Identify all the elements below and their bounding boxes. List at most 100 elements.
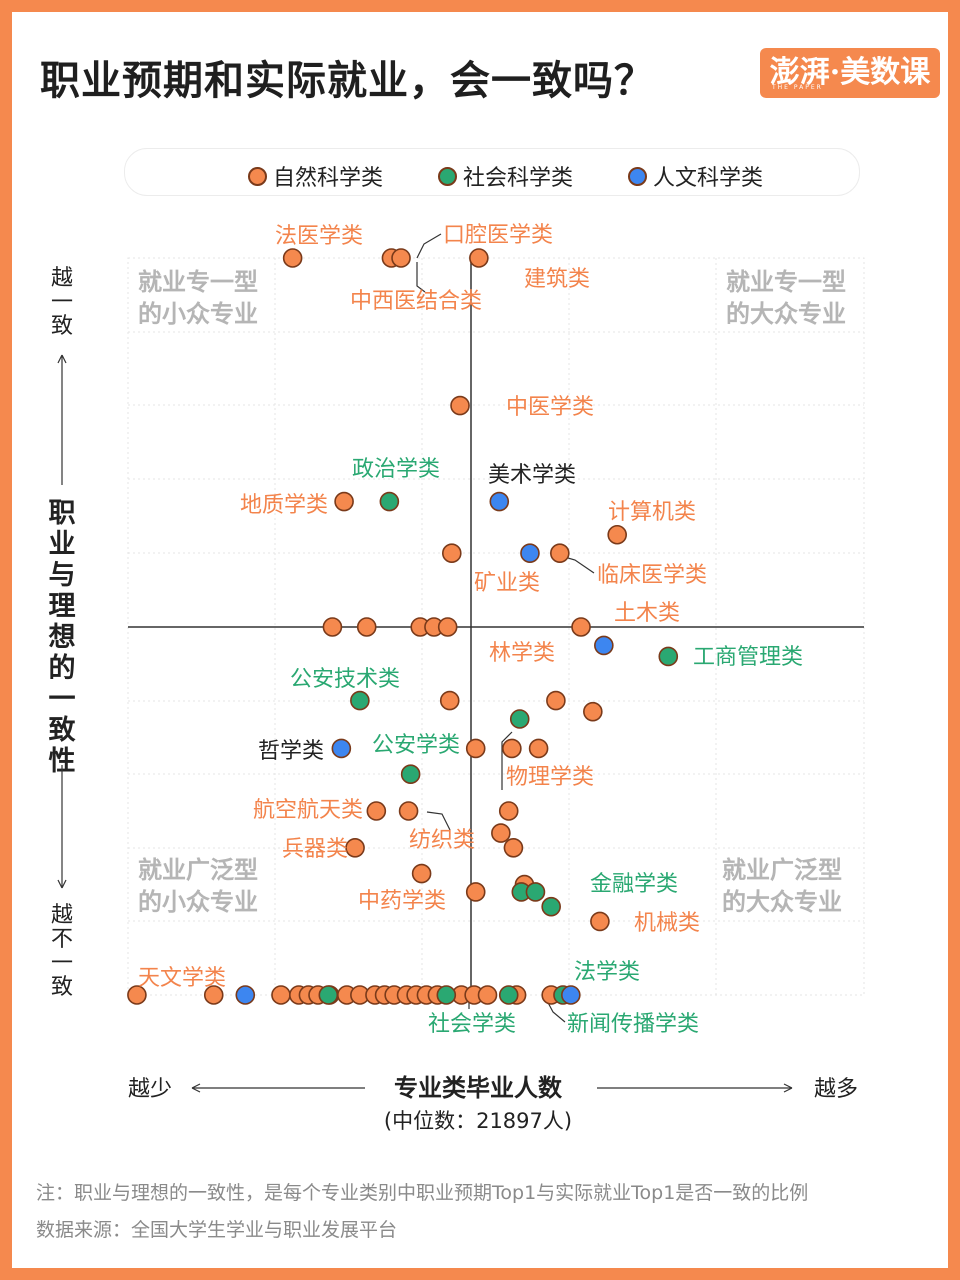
- y-axis-char: 致: [49, 714, 76, 746]
- data-point: [400, 764, 421, 785]
- arrow-up-icon: [57, 354, 67, 364]
- data-label: 航空航天类: [253, 798, 363, 823]
- data-label: 兵器类: [282, 837, 348, 862]
- data-point: [509, 709, 530, 729]
- data-label: 哲学类: [258, 739, 324, 764]
- arrow-right-icon: [783, 1083, 793, 1093]
- data-label: 林学类: [489, 641, 555, 666]
- quadrant-bottom-right-line1: 就业广泛型: [722, 856, 842, 884]
- data-point: [469, 248, 489, 268]
- data-point: [356, 617, 377, 637]
- data-point: [441, 543, 462, 564]
- data-label: 土木类: [614, 601, 680, 626]
- data-label: 物理学类: [506, 765, 594, 790]
- data-point: [345, 837, 365, 858]
- legend-item-social: 社会科学类: [438, 160, 573, 192]
- data-point: [498, 985, 519, 1005]
- data-point: [525, 882, 546, 902]
- quadrant-top-right-line2: 的大众专业: [726, 300, 846, 328]
- leader-line: [416, 233, 442, 259]
- brand-logo: 澎湃·美数课 THE PAPER: [760, 48, 940, 98]
- data-label: 政治学类: [352, 457, 440, 482]
- data-label: 临床医学类: [597, 563, 707, 588]
- data-point: [541, 896, 561, 917]
- x-axis-subtitle: (中位数：21897人): [384, 1109, 572, 1133]
- data-label: 美术学类: [488, 463, 576, 488]
- data-point: [379, 491, 400, 512]
- quadrant-top-left-line1: 就业专一型: [138, 268, 258, 296]
- quadrant-top-right-line1: 就业专一型: [726, 268, 846, 296]
- quadrant-bottom-left-line2: 的小众专业: [138, 888, 258, 916]
- leader-line: [426, 811, 451, 831]
- data-point: [334, 491, 354, 512]
- data-point: [491, 823, 511, 843]
- y-axis-char: 致: [51, 975, 73, 1000]
- data-point: [366, 801, 387, 821]
- logo-subtext: THE PAPER: [772, 84, 823, 91]
- data-point: [465, 738, 486, 759]
- data-point: [322, 617, 343, 637]
- data-point: [437, 617, 458, 637]
- data-label: 中西医结合类: [350, 289, 482, 314]
- data-point: [235, 985, 256, 1005]
- legend-label: 人文科学类: [653, 166, 764, 191]
- legend-dot-icon: [628, 167, 647, 186]
- quadrant-bottom-right-line2: 的大众专业: [722, 888, 842, 916]
- data-point: [331, 738, 352, 759]
- data-label: 纺织类: [409, 828, 475, 853]
- data-point: [594, 635, 614, 656]
- data-points: [127, 248, 679, 1005]
- y-axis-char: 越: [51, 266, 73, 291]
- quadrant-labels: 就业专一型 的小众专业 就业专一型 的大众专业 就业广泛型 的小众专业 就业广泛…: [138, 268, 846, 916]
- data-label: 矿业类: [474, 571, 540, 596]
- chart-axes: [128, 258, 864, 995]
- legend-label: 社会科学类: [463, 166, 574, 191]
- data-point: [528, 738, 549, 759]
- leader-line: [416, 262, 426, 293]
- y-axis-char: 理: [49, 591, 76, 622]
- chart-card: [12, 12, 948, 1268]
- y-axis-char: 想: [49, 622, 76, 653]
- data-label: 计算机类: [608, 500, 696, 525]
- data-label: 法学类: [574, 960, 640, 985]
- data-point: [450, 395, 470, 416]
- legend-item-natural: 自然科学类: [248, 160, 383, 192]
- data-point: [498, 801, 519, 821]
- data-point: [590, 911, 610, 932]
- x-axis-left-label: 越少: [128, 1077, 172, 1102]
- data-label: 工商管理类: [693, 645, 803, 670]
- data-label: 金融学类: [590, 872, 678, 897]
- legend: 自然科学类 社会科学类 人文科学类: [124, 148, 860, 196]
- data-point: [489, 491, 510, 512]
- data-label: 公安学类: [372, 733, 460, 758]
- data-label: 中医学类: [506, 395, 594, 420]
- data-point: [658, 646, 679, 667]
- data-point: [411, 863, 432, 884]
- data-point: [439, 690, 460, 711]
- arrow-down-icon: [57, 879, 67, 889]
- y-axis-char: 越: [51, 903, 73, 928]
- x-axis-right-label: 越多: [814, 1077, 858, 1102]
- data-point: [282, 248, 303, 268]
- y-axis-char: 业: [49, 529, 76, 560]
- data-point: [607, 524, 627, 545]
- data-label: 法医学类: [275, 224, 363, 249]
- logo-text: 澎湃·美数课: [769, 55, 931, 90]
- legend-item-humanities: 人文科学类: [628, 160, 763, 192]
- data-label: 社会学类: [428, 1012, 516, 1037]
- data-label: 天文学类: [138, 966, 226, 991]
- data-point: [203, 985, 224, 1005]
- x-axis-title: 专业类毕业人数: [394, 1074, 563, 1102]
- legend-dot-icon: [248, 167, 267, 186]
- legend-label: 自然科学类: [273, 166, 384, 191]
- y-axis-char: 的: [49, 652, 76, 684]
- data-label: 地质学类: [240, 493, 328, 518]
- footnote: 注：职业与理想的一致性，是每个专业类别中职业预期Top1与实际就业Top1是否一…: [36, 1182, 809, 1204]
- data-point: [550, 543, 570, 564]
- data-label: 建筑类: [524, 267, 590, 292]
- data-label: 口腔医学类: [443, 223, 553, 248]
- data-label: 机械类: [634, 911, 700, 936]
